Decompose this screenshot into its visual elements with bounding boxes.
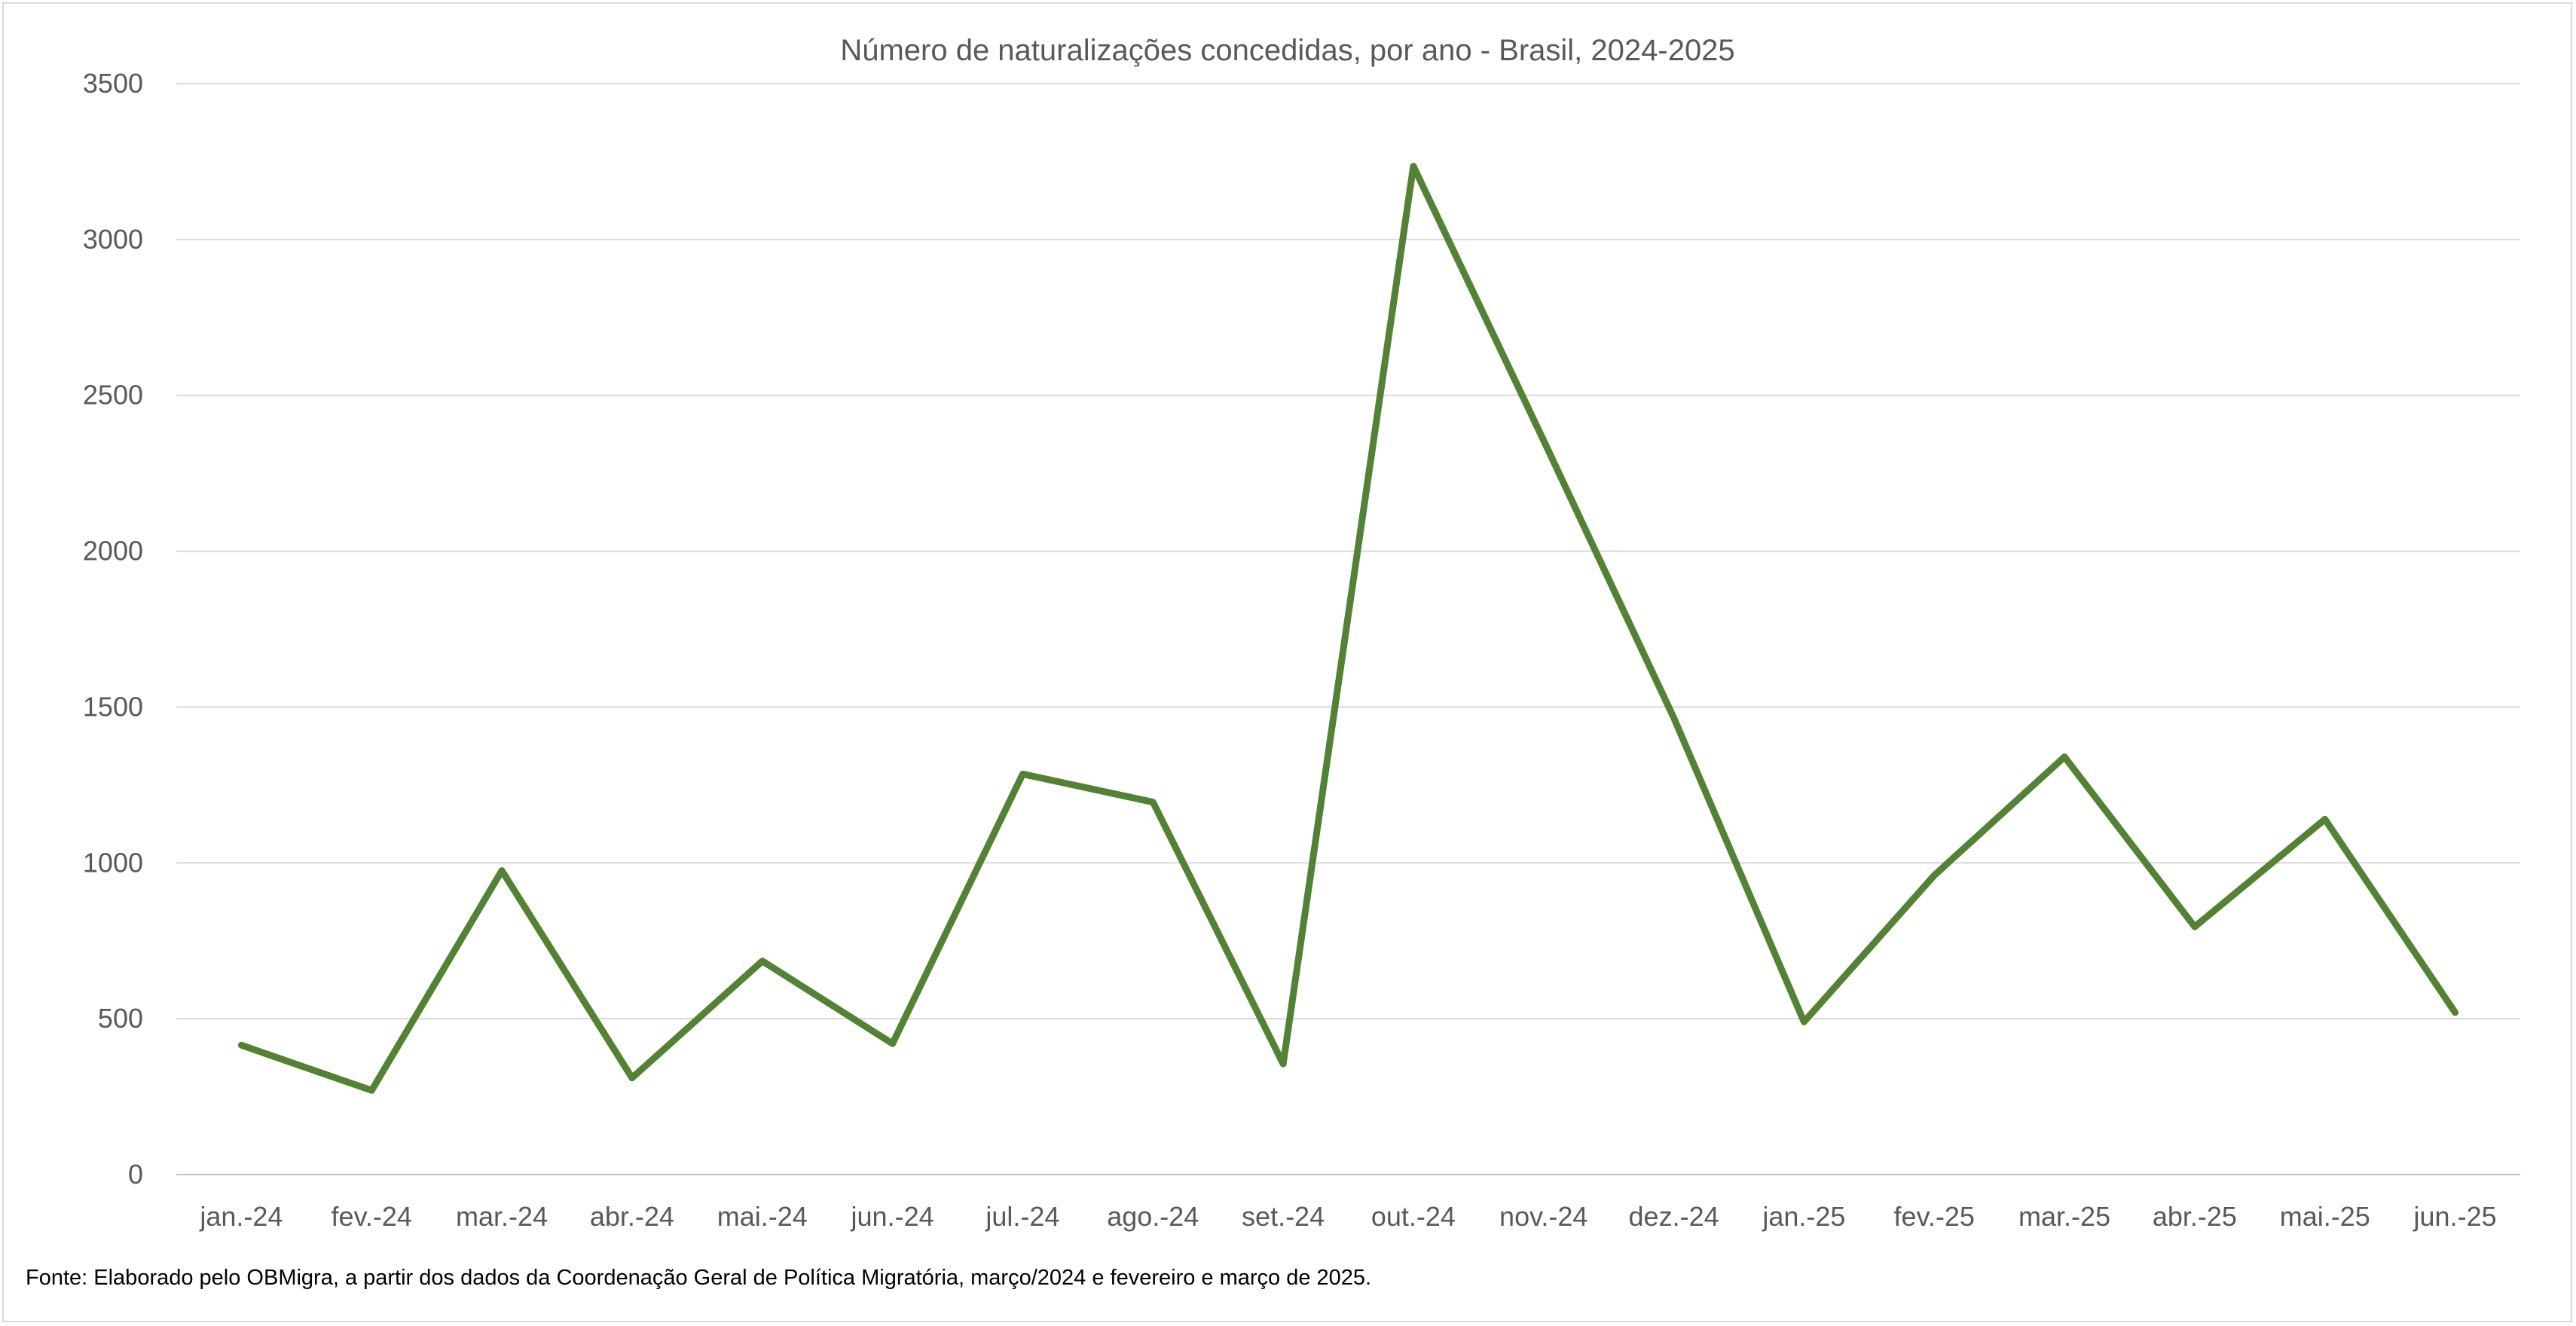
x-tick-label: mar.-24	[456, 1201, 548, 1232]
x-tick-label: fev.-25	[1894, 1201, 1975, 1232]
source-note: Fonte: Elaborado pelo OBMigra, a partir …	[26, 1266, 1372, 1290]
x-tick-label: jul.-24	[985, 1201, 1059, 1232]
y-tick-label: 1500	[83, 691, 143, 722]
data-point	[759, 958, 765, 964]
data-point	[1410, 163, 1416, 170]
y-tick-label: 500	[98, 1003, 143, 1034]
x-tick-label: ago.-24	[1107, 1201, 1199, 1232]
x-tick-label: nov.-24	[1499, 1201, 1587, 1232]
data-point	[1150, 799, 1157, 805]
x-tick-label: fev.-24	[332, 1201, 412, 1232]
data-point	[1801, 1019, 1807, 1025]
x-tick-label: dez.-24	[1629, 1201, 1719, 1232]
data-point	[499, 867, 506, 874]
y-tick-label: 3000	[83, 224, 143, 255]
data-point	[1931, 872, 1938, 878]
x-tick-label: jun.-24	[851, 1201, 934, 1232]
y-tick-label: 2500	[83, 380, 143, 411]
data-point	[2191, 924, 2198, 930]
y-tick-label: 3500	[83, 68, 143, 99]
x-tick-label: mai.-24	[717, 1201, 808, 1232]
x-tick-label: mar.-25	[2018, 1201, 2110, 1232]
y-axis-ticks: 0 500 1000 1500 2000 2500 3000 3500	[83, 68, 143, 1190]
x-tick-label: set.-24	[1242, 1201, 1325, 1232]
data-point	[2321, 816, 2328, 823]
series-line	[237, 163, 2459, 1094]
x-tick-label: jun.-25	[2413, 1201, 2497, 1232]
series-group	[237, 163, 2459, 1094]
y-tick-label: 0	[128, 1159, 143, 1190]
data-point	[889, 1040, 896, 1047]
x-tick-label: mai.-25	[2280, 1201, 2370, 1232]
x-tick-label: jan.-25	[1762, 1201, 1845, 1232]
data-point	[368, 1087, 375, 1094]
data-point	[628, 1074, 635, 1081]
data-point	[238, 1042, 245, 1049]
x-tick-label: abr.-24	[590, 1201, 674, 1232]
x-tick-label: out.-24	[1371, 1201, 1456, 1232]
x-axis-ticks: jan.-24 fev.-24 mar.-24 abr.-24 mai.-24 jun.-…	[199, 1201, 2496, 1232]
y-tick-label: 1000	[83, 847, 143, 878]
data-point	[2061, 753, 2068, 760]
gridlines	[176, 83, 2520, 1175]
data-point	[1540, 437, 1547, 444]
data-point	[2452, 1009, 2458, 1016]
data-point	[1019, 771, 1026, 778]
data-point	[1670, 714, 1677, 721]
y-tick-label: 2000	[83, 536, 143, 567]
chart-title: Número de naturalizações concedidas, por…	[840, 34, 1734, 67]
x-tick-label: jan.-24	[199, 1201, 283, 1232]
data-point	[1280, 1061, 1287, 1068]
x-tick-label: abr.-25	[2153, 1201, 2237, 1232]
